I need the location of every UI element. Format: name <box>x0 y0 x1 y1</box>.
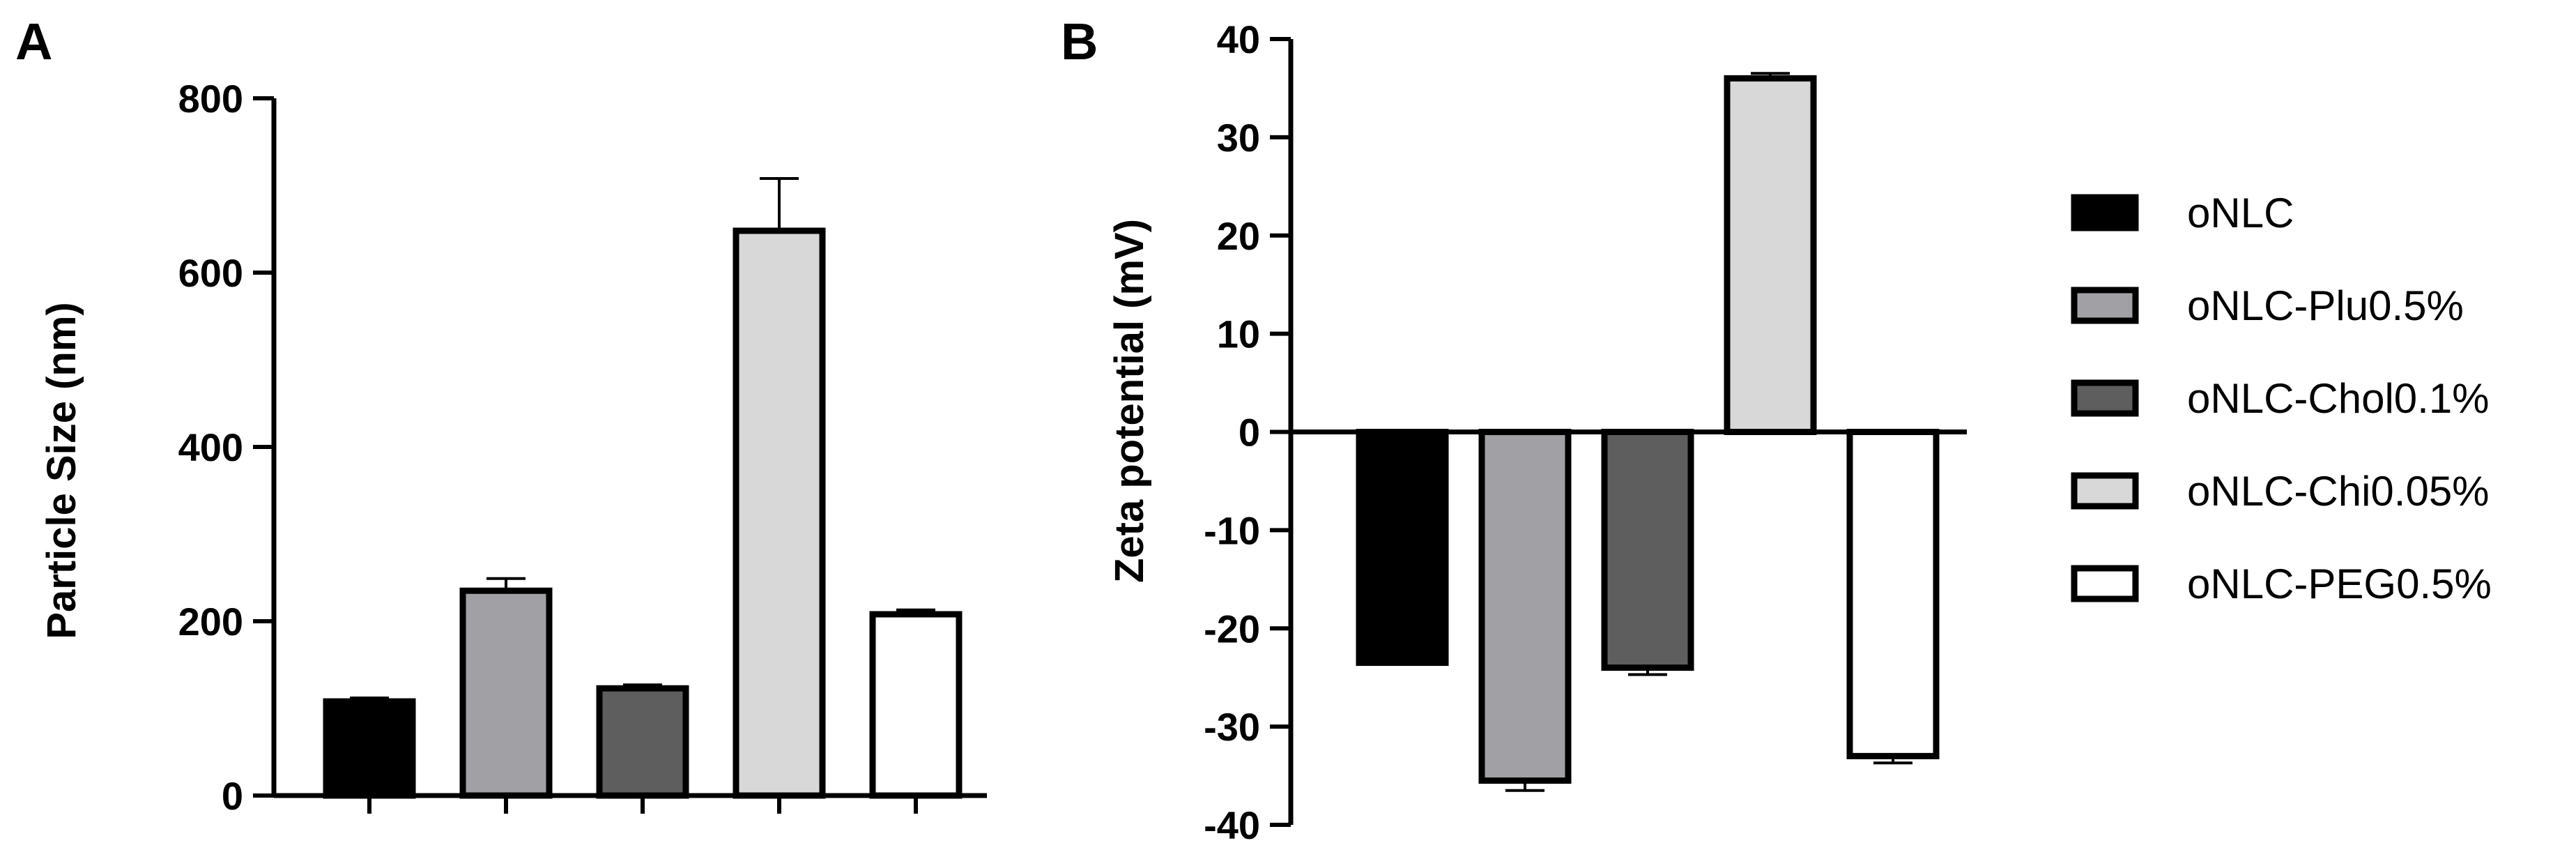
bar <box>596 685 689 799</box>
panel-b-label: B <box>1061 13 1098 70</box>
y-tick-label: 400 <box>178 425 243 469</box>
bar <box>323 698 416 799</box>
legend-swatch <box>2071 194 2139 231</box>
legend-swatch <box>2071 565 2139 602</box>
bar <box>459 587 553 799</box>
legend-swatch <box>2071 472 2139 510</box>
legend-label: oNLC-Chol0.1% <box>2187 375 2490 422</box>
y-tick-label: 40 <box>1217 17 1260 61</box>
bar <box>869 611 963 799</box>
bar <box>1846 429 1940 759</box>
bar <box>1724 75 1817 435</box>
y-tick-label: -30 <box>1204 705 1260 749</box>
legend-label: oNLC-PEG0.5% <box>2187 561 2492 607</box>
panel-b-chart: 40 30 20 10 0 -10 -20 -30 -40 <box>1204 17 1967 847</box>
y-tick-label: 0 <box>222 774 243 818</box>
legend: oNLC oNLC-Plu0.5% oNLC-Chol0.1% oNLC-Chi0.0… <box>2071 190 2492 607</box>
legend-label: oNLC-Plu0.5% <box>2187 282 2464 329</box>
bar <box>1478 429 1572 784</box>
y-tick-label: 0 <box>1239 411 1260 455</box>
panel-a-label: A <box>15 13 52 70</box>
legend-label: oNLC-Chi0.05% <box>2187 468 2490 515</box>
y-tick-label: 600 <box>178 251 243 295</box>
legend-swatch <box>2071 379 2139 417</box>
legend-label: oNLC <box>2187 190 2294 236</box>
y-tick-label: 30 <box>1217 116 1260 160</box>
panel-a-chart: 0 200 400 600 800 <box>178 77 987 818</box>
y-tick-label: -10 <box>1204 508 1260 552</box>
panel-a-y-axis-title: Particle Size (nm) <box>39 302 84 639</box>
y-tick-label: 20 <box>1217 214 1260 258</box>
bar <box>1356 429 1449 667</box>
bar <box>733 227 826 799</box>
bar <box>1601 429 1694 671</box>
y-tick-label: 10 <box>1217 312 1260 356</box>
y-tick-label: 800 <box>178 77 243 121</box>
y-tick-label: 200 <box>178 600 243 644</box>
y-tick-label: -40 <box>1204 803 1260 847</box>
y-tick-label: -20 <box>1204 607 1260 651</box>
legend-swatch <box>2071 287 2139 324</box>
panel-b-y-axis-title: Zeta potential (mV) <box>1107 219 1152 583</box>
